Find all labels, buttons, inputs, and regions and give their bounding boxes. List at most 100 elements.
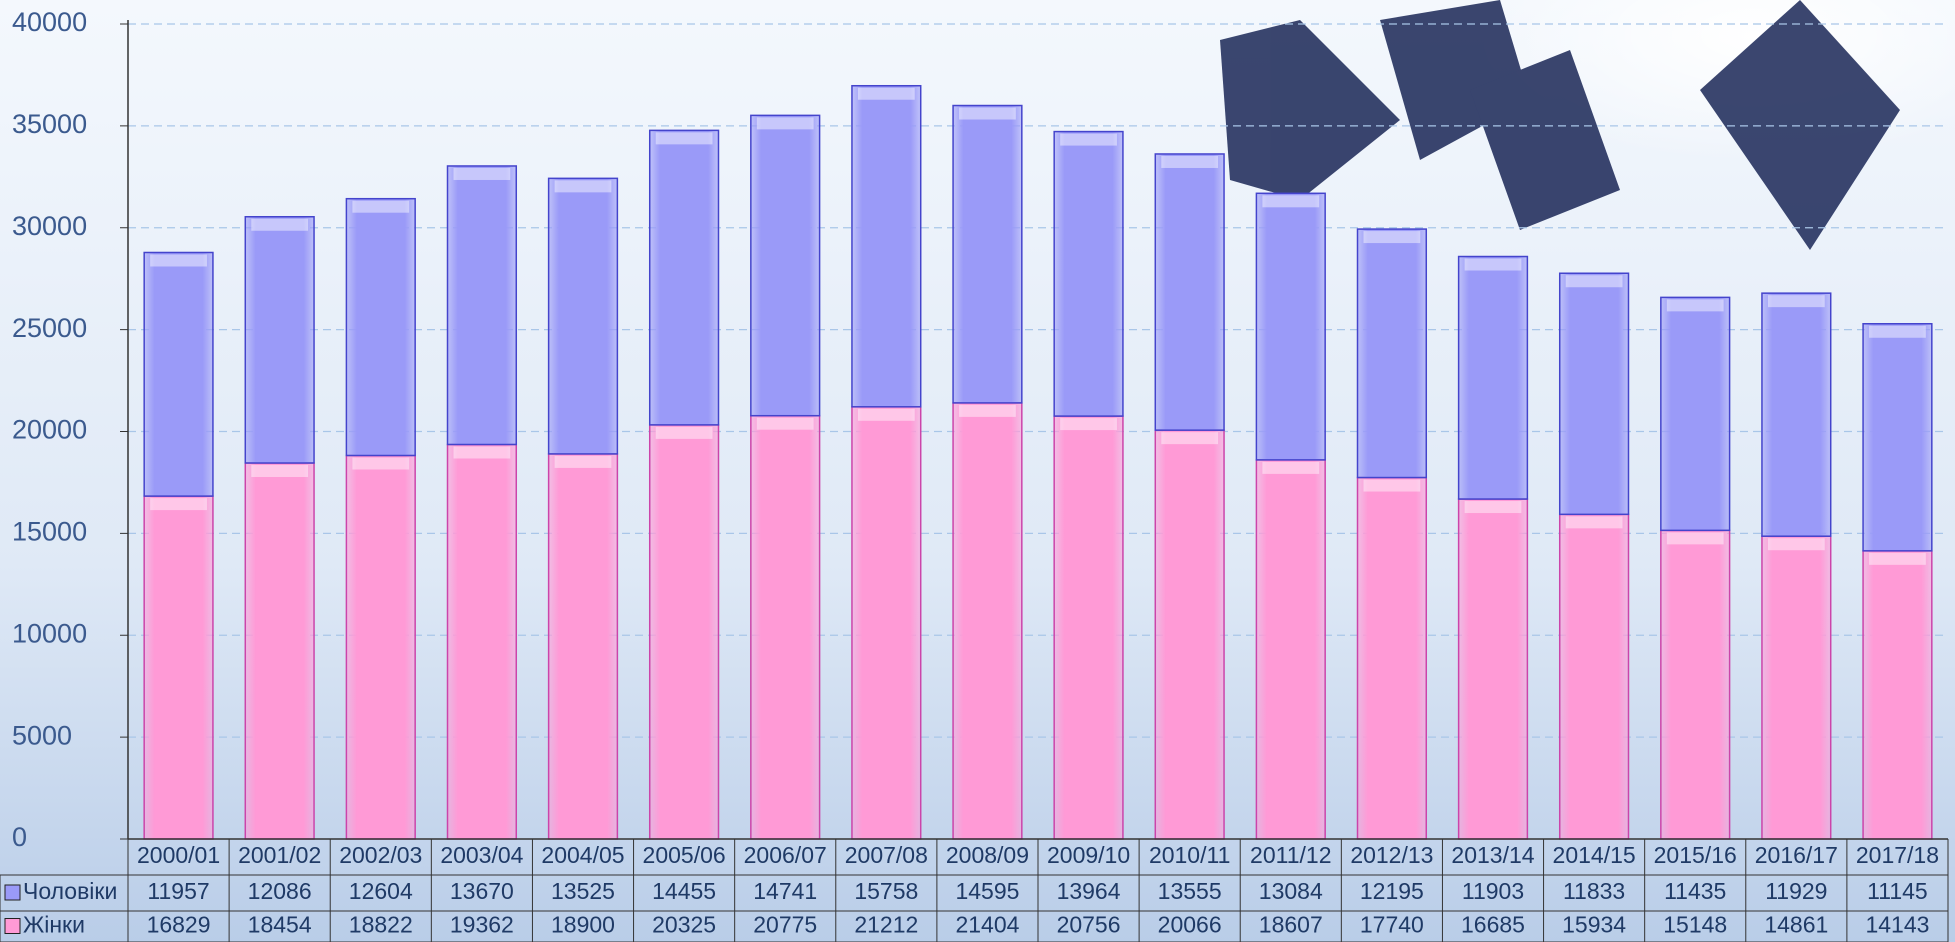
table-value: 21404 [955,912,1019,938]
x-tick-label: 2002/03 [339,842,422,868]
bar-segment [547,177,619,455]
y-tick-label: 40000 [12,7,87,37]
bar-highlight [1869,325,1926,338]
bar-highlight [1767,538,1825,551]
x-tick-label: 2009/10 [1047,842,1130,868]
y-tick-label: 15000 [12,517,87,547]
legend-label: Жінки [23,912,85,938]
x-tick-label: 2012/13 [1350,842,1433,868]
table-value: 18607 [1259,912,1323,938]
bar-highlight [1666,532,1724,545]
table-value: 18822 [349,912,413,938]
bar-segment [1255,192,1326,461]
bar-segment [547,453,619,840]
bar-highlight [554,180,612,193]
x-tick-label: 2013/14 [1451,842,1534,868]
table-value: 13670 [450,878,514,904]
x-tick-label: 2010/11 [1149,842,1230,868]
bar-highlight [251,464,309,477]
bar-segment [1356,476,1428,840]
table-value: 14741 [753,878,817,904]
bar-highlight [453,446,511,459]
table-value: 18454 [248,912,312,938]
bar-highlight [1060,418,1117,431]
x-tick-label: 2007/08 [845,842,928,868]
y-tick-label: 10000 [12,618,87,648]
table-value: 21212 [854,912,918,938]
bar-segment [1761,292,1832,537]
table-value: 13525 [551,878,615,904]
bar-segment [648,424,720,840]
bar-segment [750,414,821,840]
bar-segment [1862,323,1933,552]
bar-highlight [959,404,1016,417]
x-tick-label: 2006/07 [744,842,827,868]
table-value: 13084 [1259,878,1323,904]
table-value: 13555 [1158,878,1222,904]
table-value: 15758 [854,878,918,904]
y-tick-label: 35000 [12,109,87,139]
bar-highlight [1363,231,1421,244]
bar-highlight [655,426,713,439]
table-value: 11929 [1765,878,1827,904]
x-tick-label: 2001/02 [238,842,321,868]
bar-segment [446,165,518,446]
y-tick-label: 0 [12,822,27,852]
table-value: 12086 [248,878,312,904]
bar-segment [143,251,214,497]
bar-segment [1862,550,1933,840]
bar-segment [143,495,214,840]
bar-segment [1356,228,1428,479]
bar-highlight [1666,299,1724,312]
cap [1470,50,1620,230]
bar-segment [1660,296,1731,532]
bar-highlight [1565,516,1623,529]
bar-highlight [150,498,207,511]
bar-segment [1154,153,1225,431]
graduation-caps [1220,0,1900,250]
x-tick-label: 2011/12 [1250,842,1331,868]
bar-highlight [655,132,713,145]
table-value: 20066 [1158,912,1222,938]
bar-segment [1558,513,1630,840]
x-tick-label: 2017/18 [1856,842,1939,868]
x-tick-label: 2014/15 [1553,842,1636,868]
x-tick-label: 2015/16 [1654,842,1737,868]
table-value: 11435 [1664,878,1726,904]
bar-segment [851,84,922,408]
x-tick-label: 2003/04 [440,842,523,868]
bar-highlight [1565,275,1623,288]
bar-segment [851,406,922,840]
table-value: 19362 [450,912,514,938]
bar-segment [345,454,416,840]
bar-highlight [1464,501,1522,514]
bar-highlight [1060,133,1117,146]
bar-highlight [1262,195,1320,208]
legend-label: Чоловіки [23,878,117,904]
bar-highlight [1161,155,1219,168]
x-tick-label: 2005/06 [643,842,726,868]
y-tick-label: 30000 [12,211,87,241]
table-value: 11903 [1462,878,1524,904]
table-value: 18900 [551,912,615,938]
bar-segment [244,462,315,840]
table-value: 16829 [147,912,211,938]
bar-highlight [1464,258,1522,271]
table-value: 17740 [1360,912,1424,938]
bar-highlight [959,107,1016,120]
bar-segment [244,215,315,464]
bar-highlight [251,218,309,231]
bar-highlight [756,417,814,430]
bar-highlight [857,408,915,421]
table-value: 14861 [1764,912,1828,938]
table-value: 15934 [1562,912,1626,938]
bar-highlight [857,87,915,100]
bar-segment [1154,429,1225,840]
y-tick-label: 5000 [12,720,72,750]
table-value: 15148 [1663,912,1727,938]
bar-highlight [453,167,511,180]
cap [1700,0,1900,250]
table-value: 20756 [1057,912,1121,938]
x-tick-label: 2008/09 [946,842,1029,868]
table-value: 12604 [349,878,413,904]
